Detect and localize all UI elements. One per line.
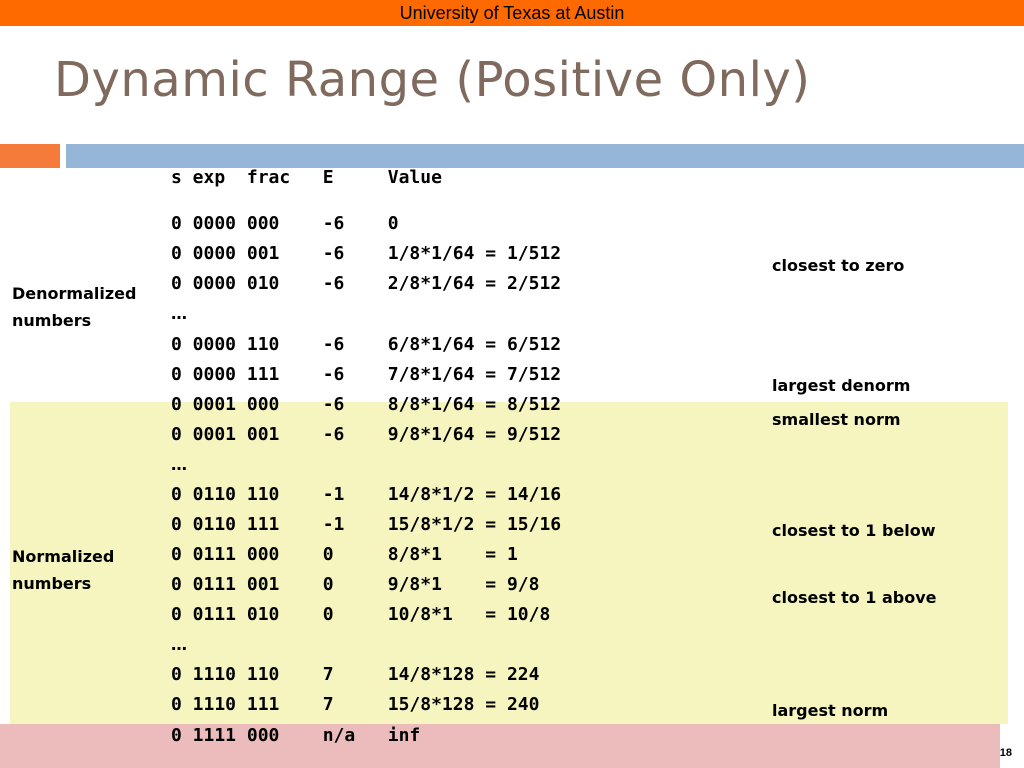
- accent-bar-orange: [0, 144, 60, 168]
- note-closest-to-1-above: closest to 1 above: [772, 588, 937, 607]
- note-largest-norm: largest norm: [772, 701, 889, 720]
- table-row: 0 0111 000 0 8/8*1 = 1: [171, 544, 518, 565]
- accent-bar-blue: [66, 144, 1024, 168]
- note-closest-to-1-below: closest to 1 below: [772, 521, 936, 540]
- slide-title: Dynamic Range (Positive Only): [54, 52, 811, 108]
- table-row: 0 0000 000 -6 0: [171, 213, 399, 234]
- normalized-label-line2: numbers: [12, 574, 92, 593]
- table-row: 0 0001 001 -6 9/8*1/64 = 9/512: [171, 424, 562, 445]
- table-row: 0 0110 110 -1 14/8*1/2 = 14/16: [171, 484, 562, 505]
- table-ellipsis: …: [171, 455, 187, 474]
- table-ellipsis: …: [171, 635, 187, 654]
- table-row: 0 1110 110 7 14/8*128 = 224: [171, 664, 540, 685]
- table-row: 0 0111 001 0 9/8*1 = 9/8: [171, 574, 540, 595]
- table-header: s exp frac E Value: [171, 167, 442, 188]
- note-largest-denorm: largest denorm: [772, 376, 911, 395]
- denormalized-label-line2: numbers: [12, 311, 92, 330]
- institution-header: University of Texas at Austin: [0, 0, 1024, 26]
- page-number: 18: [999, 747, 1012, 759]
- table-row: 0 0000 111 -6 7/8*1/64 = 7/512: [171, 364, 562, 385]
- table-row: 0 0000 010 -6 2/8*1/64 = 2/512: [171, 273, 562, 294]
- table-row: 0 0000 110 -6 6/8*1/64 = 6/512: [171, 334, 562, 355]
- note-closest-to-zero: closest to zero: [772, 256, 905, 275]
- denormalized-label-line1: Denormalized: [12, 284, 137, 303]
- table-row: 0 0000 001 -6 1/8*1/64 = 1/512: [171, 243, 562, 264]
- table-row: 0 0110 111 -1 15/8*1/2 = 15/16: [171, 514, 562, 535]
- table-row: 0 0001 000 -6 8/8*1/64 = 8/512: [171, 394, 562, 415]
- normalized-label-line1: Normalized: [12, 547, 115, 566]
- table-row: 0 1110 111 7 15/8*128 = 240: [171, 694, 540, 715]
- table-row: 0 1111 000 n/a inf: [171, 725, 421, 746]
- note-smallest-norm: smallest norm: [772, 410, 901, 429]
- table-row: 0 0111 010 0 10/8*1 = 10/8: [171, 604, 551, 625]
- normalized-highlight-band: [10, 402, 1008, 724]
- table-ellipsis: …: [171, 304, 187, 323]
- denormalized-label: Denormalized numbers: [12, 280, 136, 334]
- special-values-highlight-band: [0, 724, 1000, 768]
- normalized-label: Normalized numbers: [12, 543, 114, 597]
